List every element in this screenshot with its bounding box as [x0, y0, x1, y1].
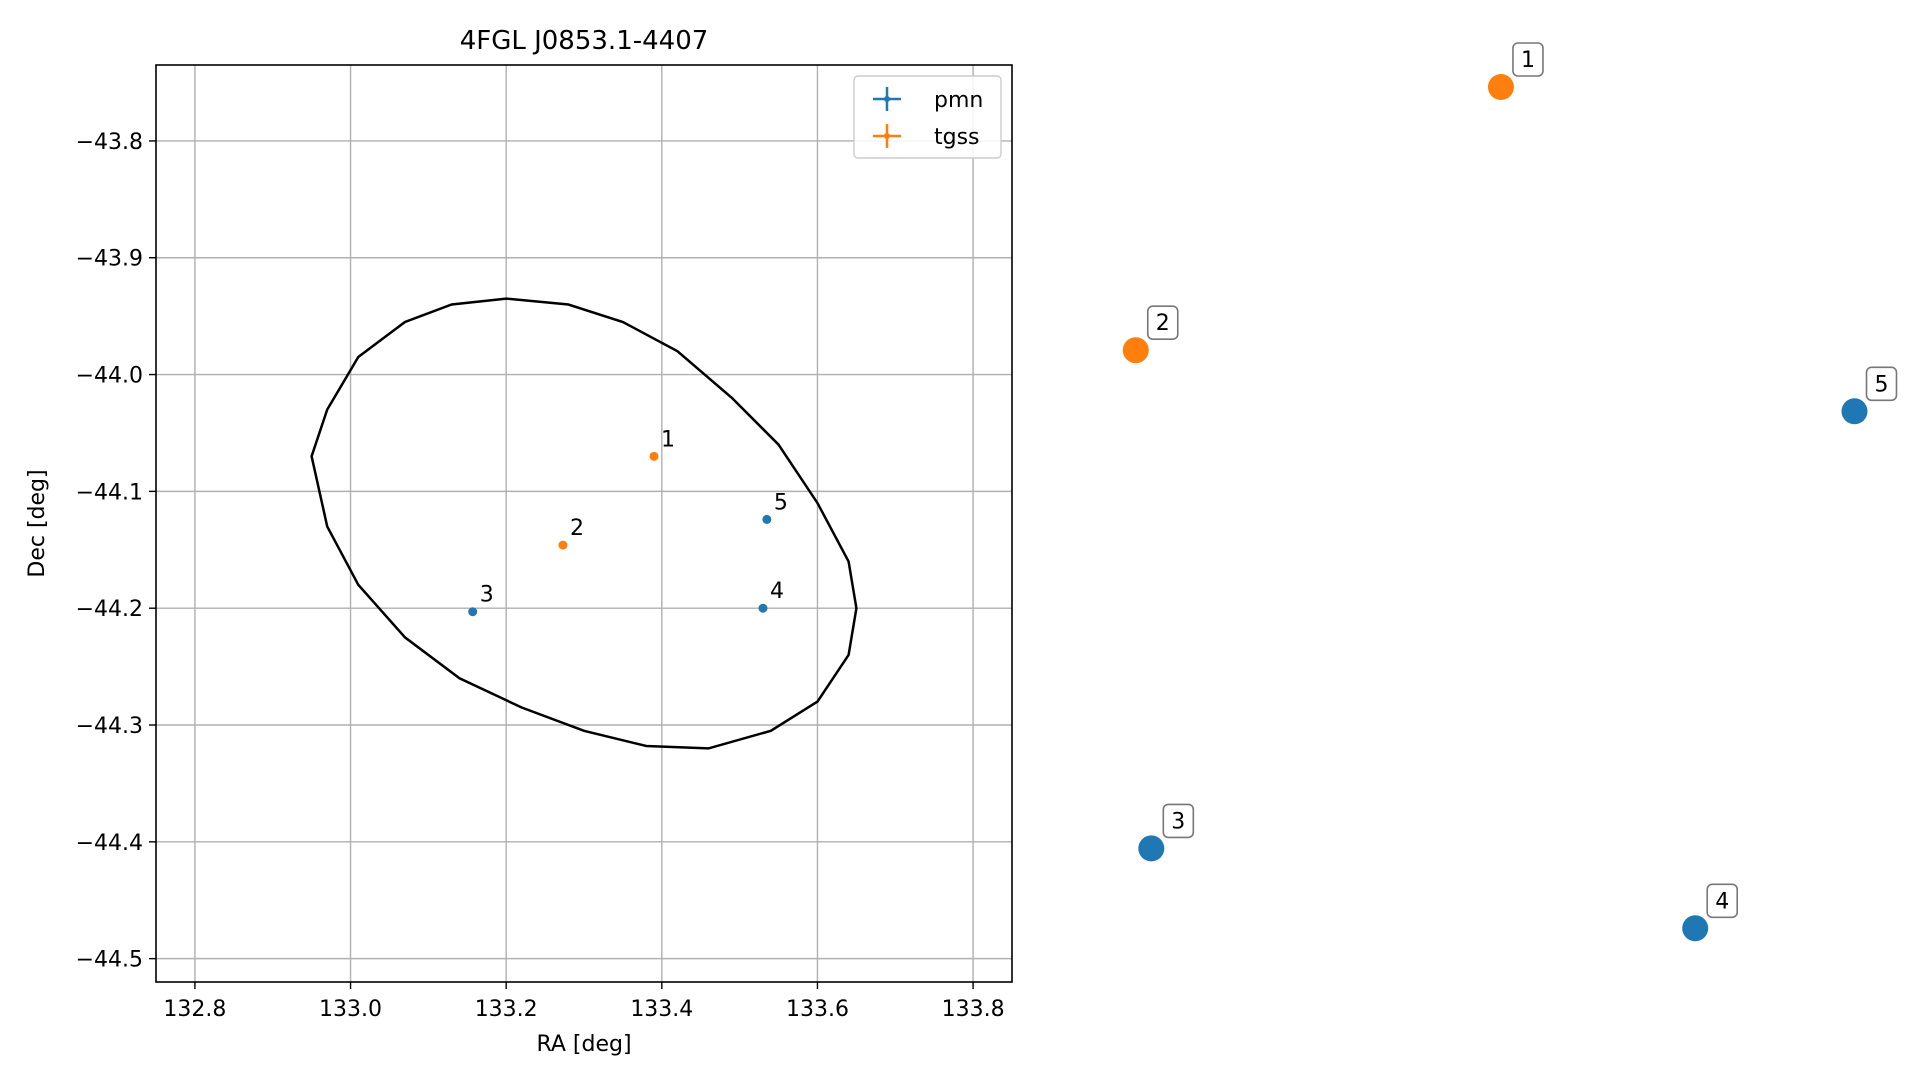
- legend-label: pmn: [934, 88, 983, 113]
- marker-label-box: [1706, 883, 1739, 919]
- point-label: 5: [774, 490, 788, 515]
- y-tick-label: −44.3: [76, 714, 143, 739]
- data-point-pmn: [468, 607, 478, 617]
- marker-group: 2: [1122, 305, 1179, 364]
- marker-label: 2: [1156, 311, 1170, 336]
- y-tick-label: −44.5: [76, 948, 143, 973]
- ticks: 132.8 133.0 133.2 133.4 133.6 133.8 −43.8 −43.9…: [76, 130, 1005, 1022]
- y-tick-label: −44.1: [76, 480, 143, 505]
- error-ellipse: [310, 297, 858, 750]
- x-tick-label: 133.4: [630, 997, 693, 1022]
- legend-box: [853, 75, 1002, 159]
- marker-point: [1138, 835, 1165, 862]
- marker-group: 3: [1138, 803, 1195, 862]
- plot-frame: [155, 64, 1013, 983]
- marker-point: [1841, 398, 1868, 425]
- point-label: 1: [661, 427, 675, 452]
- marker-point: [1487, 74, 1514, 100]
- point-label: 2: [570, 516, 584, 541]
- legend: pmn tgss: [853, 75, 1002, 159]
- marker-point: [1682, 915, 1709, 942]
- marker-label-box: [1162, 803, 1195, 839]
- x-tick-label: 132.8: [163, 997, 226, 1022]
- x-axis-label: RA [deg]: [536, 1032, 631, 1057]
- data-point-tgss: [558, 540, 568, 550]
- marker-label: 1: [1521, 48, 1535, 73]
- marker-label: 4: [1715, 889, 1729, 914]
- data-point-pmn: [758, 603, 768, 613]
- data-point-pmn: [762, 514, 772, 524]
- chart-title: 4FGL J0853.1-4407: [460, 26, 709, 56]
- marker-label-box: [1512, 42, 1544, 77]
- y-tick-label: −44.2: [76, 597, 143, 622]
- marker-point: [1122, 337, 1149, 364]
- marker-group: 1: [1487, 42, 1544, 100]
- x-tick-label: 133.0: [319, 997, 382, 1022]
- x-tick-label: 133.6: [786, 997, 849, 1022]
- y-tick-label: −43.9: [76, 247, 143, 272]
- legend-label: tgss: [934, 125, 980, 150]
- point-label: 4: [770, 579, 784, 604]
- marker-label-box: [1146, 305, 1179, 341]
- legend-entry-tgss: tgss: [873, 124, 980, 150]
- point-label: 3: [480, 583, 494, 608]
- marker-group: 4: [1682, 883, 1739, 942]
- marker-label: 3: [1171, 809, 1185, 834]
- y-axis-label: Dec [deg]: [25, 469, 50, 577]
- marker-label-box: [1865, 366, 1898, 402]
- grid: [156, 65, 1012, 982]
- right-plot: 1 2 3 4 5: [1122, 42, 1898, 942]
- marker-label: 5: [1874, 372, 1888, 397]
- marker-group: 5: [1841, 366, 1898, 425]
- x-tick-label: 133.2: [475, 997, 538, 1022]
- y-tick-label: −43.8: [76, 130, 143, 155]
- y-tick-label: −44.4: [76, 831, 143, 856]
- left-plot: 3 4 5 1 2 132.8 133.0 133.2 133.4 133.6 133.8 −43.…: [25, 26, 1013, 1057]
- data-point-tgss: [649, 451, 659, 461]
- legend-entry-pmn: pmn: [873, 87, 983, 113]
- data-points: 3 4 5 1 2: [468, 427, 788, 617]
- y-tick-label: −44.0: [76, 364, 143, 389]
- x-tick-label: 133.8: [942, 997, 1005, 1022]
